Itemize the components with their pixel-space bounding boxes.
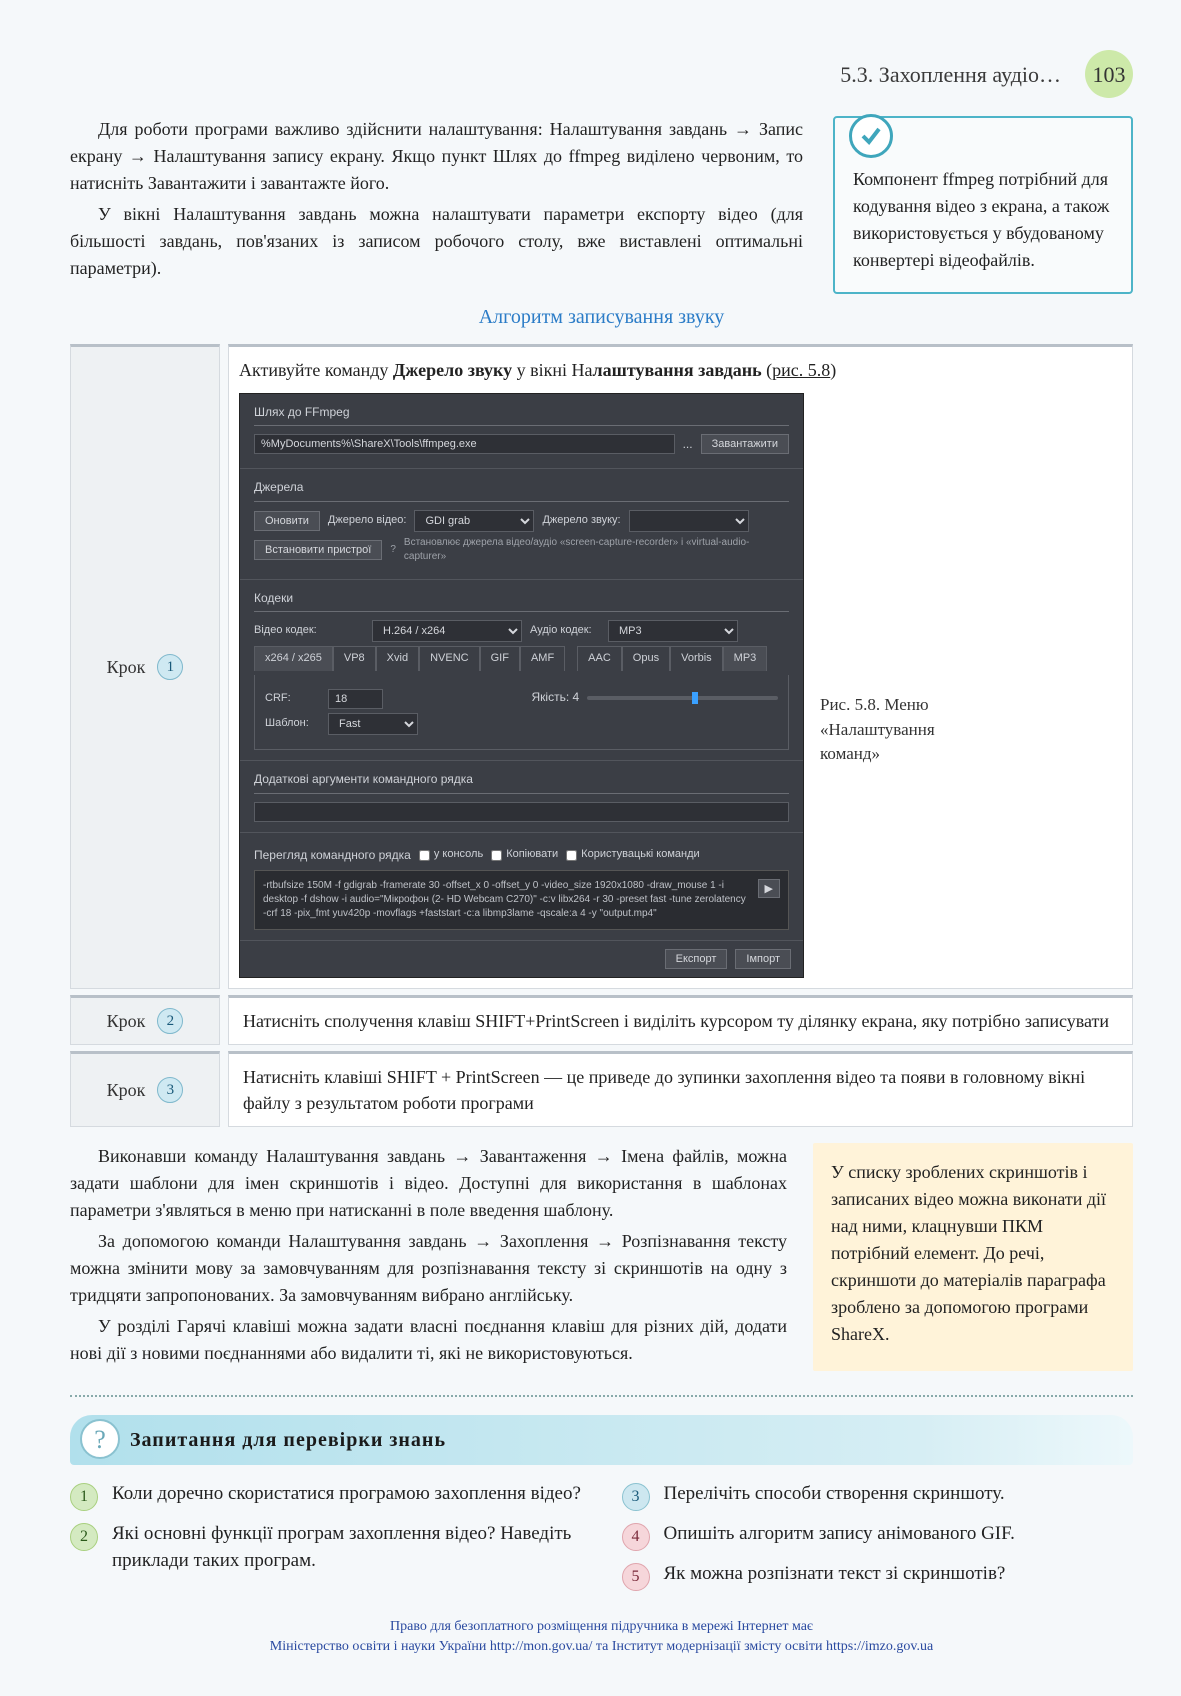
user-cmd-checkbox[interactable]: Користувацькі команди xyxy=(566,847,700,863)
step-3-label: Крок 3 xyxy=(70,1051,220,1127)
preset-label: Шаблон: xyxy=(265,716,320,732)
q2-text: Які основні функції програм захоплення в… xyxy=(112,1521,582,1574)
footer-line-1: Право для безоплатного розміщення підруч… xyxy=(70,1617,1133,1637)
question-1: 1 Коли доречно скористатися програмою за… xyxy=(70,1481,582,1511)
tab-xvid[interactable]: Xvid xyxy=(376,646,419,671)
extra-args-input[interactable] xyxy=(254,802,789,822)
step-1-num: 1 xyxy=(157,654,183,680)
bottom-para-3: У розділі Гарячі клавіші можна задати вл… xyxy=(70,1313,787,1367)
footer-line-2: Міністерство освіти і науки України http… xyxy=(70,1637,1133,1657)
audio-source-label: Джерело звуку: xyxy=(542,513,620,529)
audio-codec-tabs: AAC Opus Vorbis MP3 xyxy=(577,646,767,671)
q4-num: 4 xyxy=(622,1523,650,1551)
preset-select[interactable]: Fast xyxy=(328,713,418,735)
test-button[interactable]: ▶ xyxy=(758,879,780,898)
dotted-divider xyxy=(70,1395,1133,1397)
settings-screenshot: Шлях до FFmpeg ... Завантажити Джерела О… xyxy=(239,393,804,978)
tab-vorbis[interactable]: Vorbis xyxy=(670,646,723,671)
page-number: 103 xyxy=(1085,50,1133,98)
figure-caption: Рис. 5.8. Меню «Налаштування команд» xyxy=(820,393,970,767)
download-button[interactable]: Завантажити xyxy=(701,434,789,454)
step-word: Крок xyxy=(107,654,146,681)
question-mark-icon: ? xyxy=(80,1419,120,1459)
question-3: 3 Перелічіть способи створення скриншоту… xyxy=(622,1481,1134,1511)
step-1-label: Крок 1 xyxy=(70,344,220,989)
tab-nvenc[interactable]: NVENC xyxy=(419,646,480,671)
step1-text-e: ( xyxy=(762,360,773,380)
quality-slider[interactable] xyxy=(587,696,778,700)
video-codec-label: Відео кодек: xyxy=(254,623,364,639)
video-codec-select[interactable]: H.264 / x264 xyxy=(372,620,522,642)
copy-checkbox[interactable]: Копіювати xyxy=(491,847,558,863)
import-button[interactable]: Імпорт xyxy=(735,949,791,969)
group-path: Шлях до FFmpeg xyxy=(254,404,789,426)
install-note: Встановлює джерела відео/аудіо «screen-c… xyxy=(404,536,789,565)
intro-para-2: У вікні Налаштування завдань можна налаш… xyxy=(70,201,803,282)
group-sources: Джерела xyxy=(254,479,789,501)
video-codec-tabs: x264 / x265 VP8 Xvid NVENC GIF AMF xyxy=(254,646,565,671)
step-2-label: Крок 2 xyxy=(70,995,220,1045)
tab-x264[interactable]: x264 / x265 xyxy=(254,646,333,671)
step1-text-a: Активуйте команду xyxy=(239,360,393,380)
ffmpeg-path-input[interactable] xyxy=(254,434,675,454)
group-extra-args: Додаткові аргументи командного рядка xyxy=(254,771,789,793)
check-icon xyxy=(849,114,893,158)
tab-mp3[interactable]: MP3 xyxy=(723,646,768,671)
step-2-body: Натисніть сполучення клавіш SHIFT+PrintS… xyxy=(228,995,1133,1045)
tab-opus[interactable]: Opus xyxy=(622,646,670,671)
step1-text-c: у вікні На xyxy=(512,360,592,380)
tab-vp8[interactable]: VP8 xyxy=(333,646,376,671)
footer-rights: Право для безоплатного розміщення підруч… xyxy=(70,1617,1133,1656)
group-cmdline: Перегляд командного рядка xyxy=(254,847,411,864)
intro-para-1: Для роботи програми важливо здійснити на… xyxy=(70,116,803,197)
fig-link[interactable]: рис. 5.8 xyxy=(772,360,830,380)
q2-num: 2 xyxy=(70,1523,98,1551)
tab-aac[interactable]: AAC xyxy=(577,646,622,671)
step-1-body: Активуйте команду Джерело звуку у вікні … xyxy=(228,344,1133,989)
q3-text: Перелічіть способи створення скриншоту. xyxy=(664,1481,1005,1508)
bottom-para-2: За допомогою команди Налаштування завдан… xyxy=(70,1228,787,1309)
q5-text: Як можна розпізнати текст зі скриншотів? xyxy=(664,1561,1006,1588)
step-3-body: Натисніть клавіші SHIFT + PrintScreen — … xyxy=(228,1051,1133,1127)
callout-ffmpeg: Компонент ffmpeg потрібний для кодування… xyxy=(833,116,1133,294)
q1-text: Коли доречно скористатися програмою захо… xyxy=(112,1481,581,1508)
console-checkbox[interactable]: у консоль xyxy=(419,847,483,863)
step-3-num: 3 xyxy=(157,1077,183,1103)
export-button[interactable]: Експорт xyxy=(665,949,728,969)
install-devices-button[interactable]: Встановити пристрої xyxy=(254,540,382,560)
bottom-para-1: Виконавши команду Налаштування завдань →… xyxy=(70,1143,787,1224)
step-word: Крок xyxy=(107,1077,146,1104)
question-icon: ? xyxy=(390,543,396,558)
q1-num: 1 xyxy=(70,1483,98,1511)
q5-num: 5 xyxy=(622,1563,650,1591)
step-2-num: 2 xyxy=(157,1008,183,1034)
tab-gif[interactable]: GIF xyxy=(480,646,520,671)
video-source-select[interactable]: GDI grab xyxy=(414,510,534,532)
sidebar-note-sharex: У списку зроблених скриншотів і записани… xyxy=(813,1143,1133,1371)
question-4: 4 Опишіть алгоритм запису анімованого GI… xyxy=(622,1521,1134,1551)
step1-text-d: лаштування завдань xyxy=(593,360,762,380)
q3-num: 3 xyxy=(622,1483,650,1511)
section-title: 5.3. Захоплення аудіо… xyxy=(840,58,1061,91)
tab-amf[interactable]: AMF xyxy=(520,646,565,671)
step1-text-b: Джерело звуку xyxy=(393,360,512,380)
audio-codec-label: Аудіо кодек: xyxy=(530,623,600,639)
crf-input[interactable] xyxy=(328,689,383,709)
questions-title: Запитання для перевірки знань xyxy=(130,1425,1113,1455)
command-preview: -rtbufsize 150M -f gdigrab -framerate 30… xyxy=(254,870,789,930)
crf-label: CRF: xyxy=(265,691,320,707)
algorithm-title: Алгоритм записування звуку xyxy=(70,302,1133,332)
question-2: 2 Які основні функції програм захоплення… xyxy=(70,1521,582,1574)
question-5: 5 Як можна розпізнати текст зі скриншоті… xyxy=(622,1561,1134,1591)
group-codecs: Кодеки xyxy=(254,590,789,612)
step-word: Крок xyxy=(107,1008,146,1035)
audio-codec-select[interactable]: MP3 xyxy=(608,620,738,642)
refresh-button[interactable]: Оновити xyxy=(254,511,320,531)
callout-text: Компонент ffmpeg потрібний для кодування… xyxy=(853,169,1109,270)
video-source-label: Джерело відео: xyxy=(328,513,407,529)
questions-header-band: ? Запитання для перевірки знань xyxy=(70,1415,1133,1465)
quality-label: Якість: 4 xyxy=(532,689,580,706)
step1-text-f: ) xyxy=(830,360,836,380)
audio-source-select[interactable] xyxy=(629,510,749,532)
